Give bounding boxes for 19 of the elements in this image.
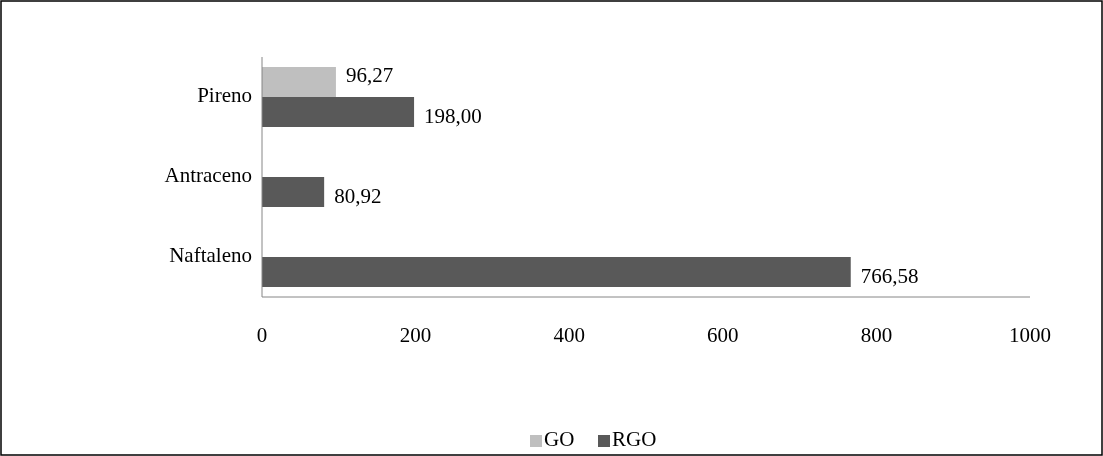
x-tick-label: 400 <box>553 322 585 347</box>
bar <box>262 257 851 287</box>
x-tick-label: 600 <box>707 322 739 347</box>
bar <box>262 177 325 207</box>
bar <box>262 67 336 97</box>
x-tick-label: 200 <box>399 322 432 347</box>
x-tick-label: 0 <box>256 322 268 347</box>
y-tick-label: Pireno <box>197 82 252 107</box>
x-tick-label: 800 <box>860 322 893 347</box>
x-tick-label: 1000 <box>1009 322 1051 347</box>
legend-label: GO <box>544 426 575 451</box>
y-tick-label: Naftaleno <box>169 242 252 267</box>
y-tick-label: Antraceno <box>164 162 252 187</box>
data-label: 96,27 <box>345 62 394 87</box>
legend-label: RGO <box>612 426 657 451</box>
data-label: 766,58 <box>860 263 919 288</box>
data-label: 198,00 <box>424 103 482 128</box>
data-label: 80,92 <box>334 183 382 208</box>
bar <box>262 97 415 127</box>
